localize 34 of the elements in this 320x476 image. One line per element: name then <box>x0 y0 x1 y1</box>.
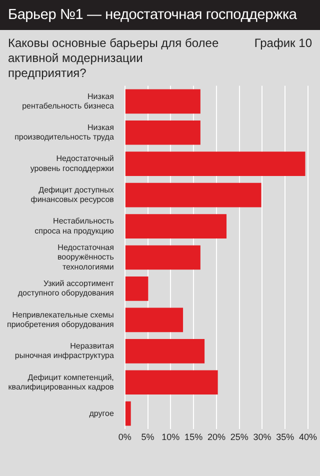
bar <box>125 89 200 114</box>
bar <box>125 214 227 238</box>
x-tick-label: 10% <box>162 432 180 442</box>
bar <box>125 401 131 426</box>
y-tick-label: Дефицит компетенций, квалифицированных кадров <box>8 372 114 392</box>
y-tick-label: Узкий ассортимент доступного оборудования <box>18 279 114 298</box>
y-tick-label: Дефицит доступных финансовых ресурсов <box>30 185 114 204</box>
bar <box>125 338 205 364</box>
y-tick-label: Непривлекательные схемы приобретения оборудования <box>6 310 114 329</box>
x-tick-label: 20% <box>207 432 226 442</box>
bar <box>125 276 148 301</box>
y-tick-label: Низкая рентабельность бизнеса <box>22 92 114 110</box>
bar <box>125 308 184 332</box>
y-tick-label: Неразвитая рыночная инфраструктура <box>14 342 114 360</box>
bar <box>125 152 306 176</box>
bar <box>125 120 200 145</box>
y-tick-label: другое <box>89 408 114 418</box>
x-tick-label: 15% <box>184 432 203 442</box>
x-tick-label: 5% <box>141 432 154 442</box>
text: График 10 <box>254 36 312 52</box>
x-tick-label: 40% <box>298 432 317 442</box>
x-tick-label: 25% <box>230 432 248 442</box>
y-tick-label: Нестабильность спроса на продукцию <box>34 216 114 236</box>
chart-title: Барьер №1 — недостаточная господдержка <box>0 0 320 30</box>
y-tick-label: Недостаточная вооружённость технологиями <box>57 243 114 272</box>
y-tick-label: Низкая производительность труда <box>14 123 114 142</box>
y-tick-label: Недостаточный уровень господдержки <box>30 154 114 173</box>
x-tick-label: 35% <box>276 432 294 442</box>
x-tick-label: 0% <box>118 432 132 442</box>
bar <box>125 370 218 395</box>
bar <box>125 182 262 208</box>
x-tick-label: 30% <box>253 432 272 442</box>
bar <box>125 245 200 270</box>
chart-subtitle: Каковы основные барьеры для более активной модернизации предприятия? <box>8 36 220 81</box>
